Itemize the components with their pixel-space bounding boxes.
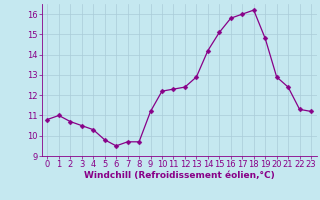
X-axis label: Windchill (Refroidissement éolien,°C): Windchill (Refroidissement éolien,°C)	[84, 171, 275, 180]
